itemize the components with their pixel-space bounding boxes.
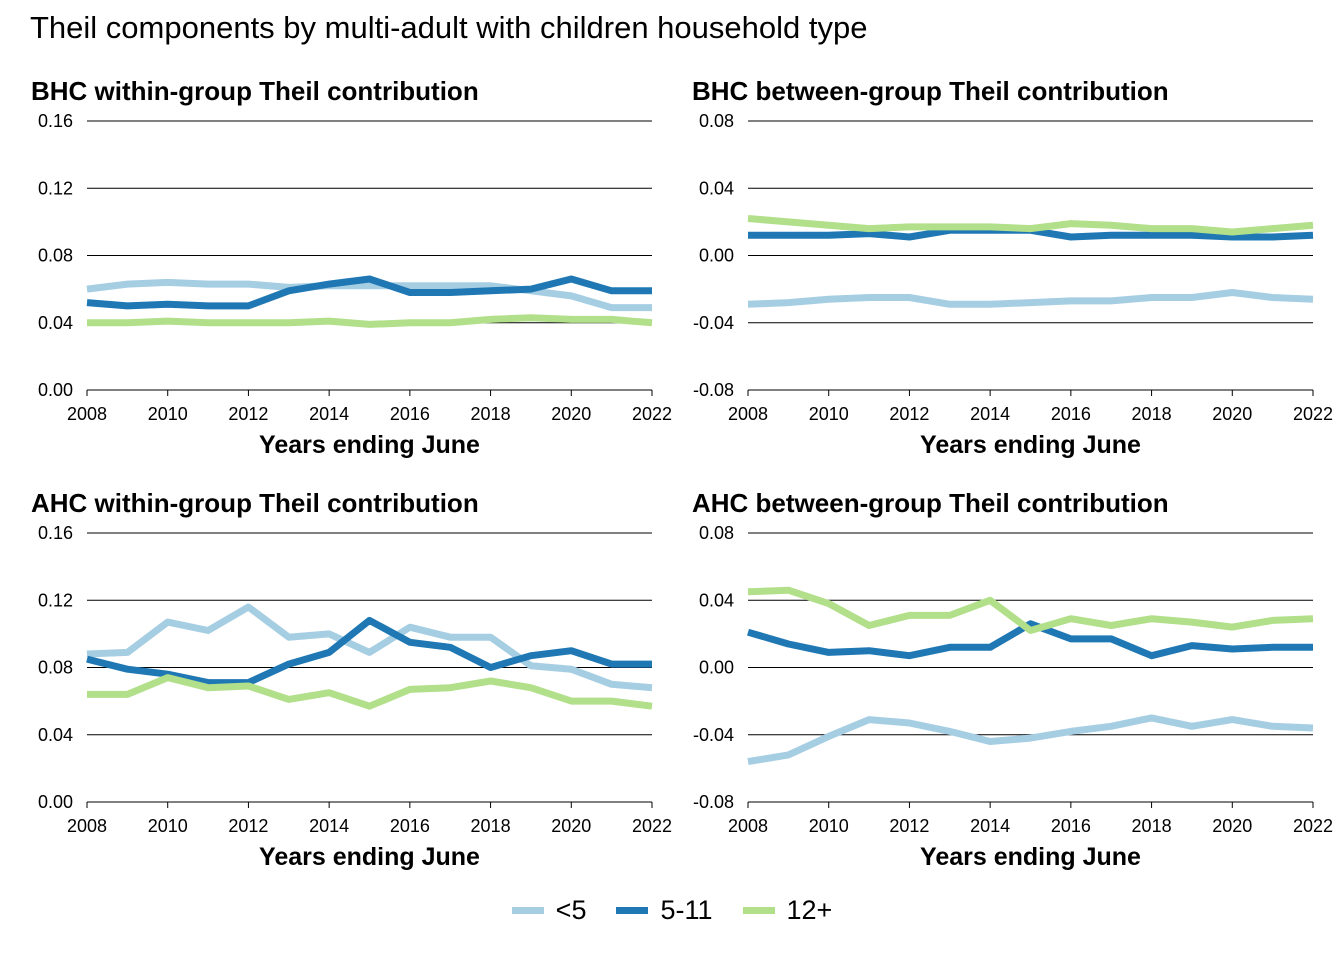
x-tick-label: 2014 <box>970 404 1010 424</box>
y-tick-label: 0.12 <box>38 590 73 610</box>
x-tick-label: 2010 <box>148 404 188 424</box>
legend-swatch-12plus <box>742 907 775 914</box>
panel-ahc-within: AHC within-group Theil contribution 0.00 0… <box>31 488 672 871</box>
series-line-12plus <box>747 586 1314 634</box>
legend-label-5to11: 5-11 <box>660 895 713 925</box>
x-axis-label: Years ending June <box>920 431 1141 459</box>
x-tick-label: 2016 <box>390 404 430 424</box>
x-axis-label: Years ending June <box>920 843 1141 871</box>
x-axis-label: Years ending June <box>259 431 480 459</box>
y-tick-label: 0.12 <box>38 178 73 198</box>
series-line-12plus <box>87 314 653 328</box>
x-tick-label: 2014 <box>309 816 349 836</box>
panel-title: BHC between-group Theil contribution <box>692 76 1169 106</box>
y-tick-label: 0.00 <box>38 380 73 400</box>
figure-title: Theil components by multi-adult with chi… <box>30 10 868 45</box>
y-tick-label: 0.00 <box>699 658 734 678</box>
x-tick-label: 2018 <box>471 404 511 424</box>
x-tick-label: 2018 <box>1132 816 1172 836</box>
series-line-lt5 <box>86 603 653 692</box>
y-tick-label: 0.08 <box>38 658 73 678</box>
series-line-5to11 <box>86 616 652 687</box>
panel-title: AHC within-group Theil contribution <box>31 488 479 518</box>
x-tick-label: 2022 <box>1293 816 1333 836</box>
series-line-lt5 <box>747 289 1314 308</box>
x-tick-label: 2010 <box>809 404 849 424</box>
x-tick-label: 2018 <box>1132 404 1172 424</box>
x-tick-label: 2008 <box>67 404 107 424</box>
x-tick-label: 2020 <box>551 404 591 424</box>
y-tick-label: 0.04 <box>699 178 734 198</box>
series-line-5to11 <box>86 275 652 310</box>
y-tick-label: 0.04 <box>38 725 73 745</box>
legend-item-lt5: <5 <box>511 895 587 926</box>
y-tick-label: 0.04 <box>699 590 734 610</box>
series-line-lt5 <box>86 278 652 312</box>
legend-item-5to11: 5-11 <box>616 895 713 926</box>
y-tick-label: 0.08 <box>699 523 734 543</box>
series-line-12plus <box>747 215 1314 236</box>
x-tick-label: 2016 <box>390 816 430 836</box>
series-line-12plus <box>87 674 653 710</box>
x-tick-label: 2008 <box>728 816 768 836</box>
x-tick-label: 2012 <box>889 816 929 836</box>
x-tick-label: 2022 <box>632 404 672 424</box>
chart-grid: BHC within-group Theil contribution 0.00 0… <box>31 76 1333 871</box>
panel-title: AHC between-group Theil contribution <box>692 488 1169 518</box>
x-tick-label: 2014 <box>970 816 1010 836</box>
panel-bhc-within: BHC within-group Theil contribution 0.00 0… <box>31 76 672 459</box>
x-tick-label: 2012 <box>228 404 268 424</box>
x-tick-label: 2022 <box>632 816 672 836</box>
x-tick-label: 2012 <box>228 816 268 836</box>
x-tick-label: 2020 <box>1212 816 1252 836</box>
x-tick-label: 2016 <box>1051 816 1091 836</box>
x-tick-label: 2016 <box>1051 404 1091 424</box>
x-tick-label: 2014 <box>309 404 349 424</box>
y-tick-label: -0.04 <box>693 725 734 745</box>
y-tick-label: 0.08 <box>699 111 734 131</box>
panel-title: BHC within-group Theil contribution <box>31 76 479 106</box>
x-tick-label: 2008 <box>728 404 768 424</box>
legend-item-12plus: 12+ <box>742 895 833 926</box>
x-axis-label: Years ending June <box>259 843 480 871</box>
x-tick-label: 2012 <box>889 404 929 424</box>
y-tick-label: -0.04 <box>693 313 734 333</box>
panel-ahc-between: AHC between-group Theil contribution -0.0… <box>692 488 1333 871</box>
x-tick-label: 2020 <box>1212 404 1252 424</box>
legend: <5 5-11 12+ <box>0 895 1344 926</box>
x-tick-label: 2020 <box>551 816 591 836</box>
y-tick-label: 0.16 <box>38 523 73 543</box>
legend-swatch-5to11 <box>616 907 649 914</box>
y-tick-label: 0.00 <box>699 246 734 266</box>
y-tick-label: -0.08 <box>693 380 734 400</box>
y-tick-label: 0.08 <box>38 246 73 266</box>
x-tick-label: 2010 <box>809 816 849 836</box>
y-tick-label: -0.08 <box>693 792 734 812</box>
legend-label-12plus: 12+ <box>786 895 833 925</box>
panel-bhc-between: BHC between-group Theil contribution -0.0… <box>692 76 1333 459</box>
legend-swatch-lt5 <box>511 907 544 914</box>
y-tick-label: 0.04 <box>38 313 73 333</box>
y-tick-label: 0.16 <box>38 111 73 131</box>
series-line-lt5 <box>747 714 1314 766</box>
legend-label-lt5: <5 <box>555 895 587 925</box>
x-tick-label: 2008 <box>67 816 107 836</box>
series-line-5to11 <box>747 620 1313 660</box>
x-tick-label: 2022 <box>1293 404 1333 424</box>
x-tick-label: 2010 <box>148 816 188 836</box>
x-tick-label: 2018 <box>471 816 511 836</box>
y-tick-label: 0.00 <box>38 792 73 812</box>
